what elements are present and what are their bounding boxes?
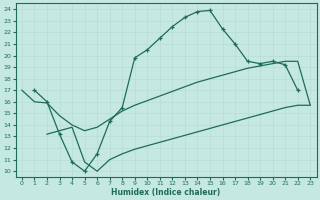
X-axis label: Humidex (Indice chaleur): Humidex (Indice chaleur) xyxy=(111,188,221,197)
